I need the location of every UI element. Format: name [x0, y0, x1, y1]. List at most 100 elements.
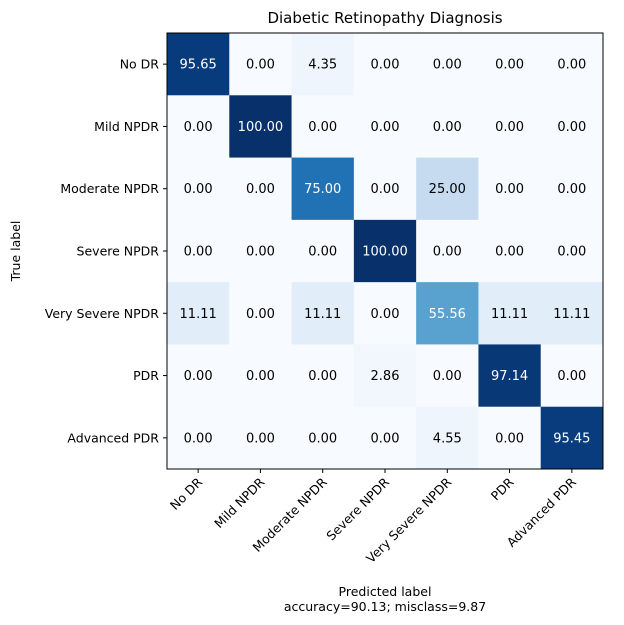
cell-value-label: 0.00 — [433, 58, 462, 73]
x-tick-label: Mild NPDR — [211, 474, 268, 531]
heatmap-cell — [167, 282, 230, 345]
y-tick-label: Severe NPDR — [77, 244, 160, 259]
heatmap-cell — [478, 33, 542, 96]
heatmap-cell — [291, 406, 355, 470]
cell-value-label: 25.00 — [429, 182, 466, 197]
heatmap-cell — [353, 157, 417, 221]
cell-value-label: 0.00 — [246, 245, 275, 260]
heatmap-cell — [291, 157, 355, 221]
cell-value-label: 4.35 — [308, 58, 337, 73]
y-tick-label: Very Severe NPDR — [45, 306, 160, 321]
heatmap-cell — [229, 219, 293, 283]
cell-value-label: 0.00 — [433, 369, 462, 384]
cell-value-label: 0.00 — [308, 120, 337, 135]
cell-value-label: 0.00 — [557, 245, 586, 260]
heatmap-cell — [540, 406, 604, 470]
cell-value-label: 11.11 — [304, 307, 341, 322]
cell-value-label: 0.00 — [184, 120, 213, 135]
heatmap-cell — [229, 157, 293, 221]
heatmap-cell — [540, 219, 604, 283]
cell-value-label: 0.00 — [371, 307, 400, 322]
heatmap-cell — [291, 33, 355, 96]
cell-value-label: 11.11 — [491, 307, 528, 322]
cell-value-label: 2.86 — [371, 369, 400, 384]
cell-value-label: 0.00 — [433, 245, 462, 260]
cell-value-label: 0.00 — [308, 431, 337, 446]
heatmap-cell — [478, 344, 542, 408]
cell-value-label: 0.00 — [184, 245, 213, 260]
cell-value-label: 0.00 — [557, 120, 586, 135]
y-tick-label: Advanced PDR — [67, 430, 159, 445]
heatmap-cell — [478, 219, 542, 283]
heatmap-cell — [229, 282, 293, 345]
cell-value-label: 0.00 — [495, 245, 524, 260]
cell-value-label: 97.14 — [491, 369, 528, 384]
cell-value-label: 0.00 — [308, 369, 337, 384]
cell-value-label: 0.00 — [371, 431, 400, 446]
heatmap-cell — [229, 33, 293, 96]
heatmap-cell — [416, 219, 479, 283]
heatmap-cell — [540, 282, 604, 345]
cell-value-label: 0.00 — [495, 120, 524, 135]
heatmap-cell — [416, 157, 479, 221]
y-tick-label: Mild NPDR — [94, 119, 159, 134]
cell-value-label: 95.65 — [180, 58, 217, 73]
cell-value-label: 100.00 — [362, 245, 408, 260]
cell-value-label: 0.00 — [557, 182, 586, 197]
heatmap-cell — [540, 95, 604, 159]
cell-value-label: 0.00 — [433, 120, 462, 135]
cell-value-label: 0.00 — [184, 182, 213, 197]
heatmap-cell — [167, 157, 230, 221]
heatmap-cell — [291, 344, 355, 408]
cell-value-label: 75.00 — [304, 182, 341, 197]
cell-value-label: 0.00 — [495, 182, 524, 197]
cell-value-label: 0.00 — [557, 369, 586, 384]
cell-value-label: 0.00 — [308, 245, 337, 260]
cell-value-label: 11.11 — [180, 307, 217, 322]
heatmap-cell — [229, 406, 293, 470]
cell-value-label: 0.00 — [371, 58, 400, 73]
x-axis-sublabel: accuracy=90.13; misclass=9.87 — [284, 599, 486, 614]
y-tick-label: PDR — [133, 368, 159, 383]
cell-value-label: 95.45 — [553, 431, 590, 446]
cell-value-label: 0.00 — [246, 431, 275, 446]
heatmap-cell — [416, 344, 479, 408]
cell-value-label: 100.00 — [238, 120, 284, 135]
cell-value-label: 0.00 — [495, 431, 524, 446]
y-tick-label: Moderate NPDR — [60, 181, 159, 196]
heatmap-cell — [167, 219, 230, 283]
cell-value-label: 0.00 — [495, 58, 524, 73]
cell-value-label: 0.00 — [371, 120, 400, 135]
heatmap-cell — [353, 282, 417, 345]
heatmap-cell — [478, 406, 542, 470]
heatmap-cell — [353, 95, 417, 159]
heatmap-cell — [353, 33, 417, 96]
heatmap-cell — [291, 219, 355, 283]
x-axis-label: Predicted label — [339, 584, 432, 599]
cell-value-label: 4.55 — [433, 431, 462, 446]
cell-value-label: 0.00 — [371, 182, 400, 197]
heatmap-cell — [478, 282, 542, 345]
cell-value-label: 0.00 — [246, 369, 275, 384]
heatmap-cell — [416, 33, 479, 96]
heatmap-cell — [229, 344, 293, 408]
heatmap-cell — [416, 282, 479, 345]
heatmap-cell — [291, 282, 355, 345]
cell-value-label: 0.00 — [246, 182, 275, 197]
heatmap-cell — [540, 157, 604, 221]
y-axis: No DR Mild NPDR Moderate NPDR Severe NPDR Ve… — [45, 57, 167, 445]
heatmap-cell — [229, 95, 293, 159]
y-tick-label: No DR — [120, 57, 160, 72]
heatmap-cell — [167, 406, 230, 470]
heatmap-cell — [478, 157, 542, 221]
heatmap-cell — [167, 344, 230, 408]
heatmap-cells: 95.65 0.00 4.35 0.00 0.00 0.00 0.00 0.00 100.00 0… — [167, 33, 604, 470]
heatmap-cell — [416, 406, 479, 470]
heatmap-cell — [353, 344, 417, 408]
cell-value-label: 11.11 — [553, 307, 590, 322]
x-tick-label: PDR — [488, 474, 517, 503]
heatmap-cell — [291, 95, 355, 159]
cell-value-label: 0.00 — [184, 369, 213, 384]
